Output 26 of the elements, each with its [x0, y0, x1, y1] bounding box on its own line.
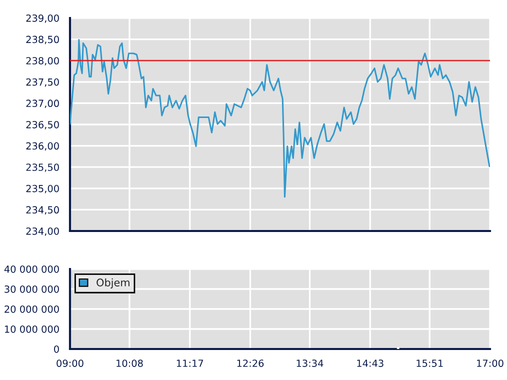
y-tick-label: 237,00	[26, 100, 59, 108]
x-tick-label: 09:00	[56, 360, 84, 367]
y-tick-label: 234,00	[26, 227, 59, 236]
x-tick-label: 10:08	[116, 360, 143, 367]
y-tick-label: 40 000 000	[4, 265, 59, 273]
x-tick-label: 13:34	[296, 360, 324, 367]
y-tick-label: 20 000 000	[4, 305, 59, 313]
x-tick-label: 17:00	[477, 360, 504, 367]
legend-label: Objem	[96, 278, 130, 288]
y-tick-label: 10 000 000	[4, 325, 59, 333]
x-tick-label: 11:17	[176, 360, 204, 367]
line-series	[70, 38, 490, 198]
y-tick-label: 238,00	[26, 57, 59, 66]
y-tick-label: 236,50	[26, 120, 59, 130]
x-tick-label: 15:51	[416, 360, 443, 367]
x-tick-label: 12:26	[237, 360, 264, 367]
y-tick-label: 235,00	[26, 184, 59, 194]
y-tick-label: 30 000 000	[4, 285, 59, 293]
y-tick-label: 238,50	[26, 36, 59, 44]
y-tick-label: 236,00	[26, 142, 59, 151]
y-tick-label: 0	[54, 345, 59, 353]
y-tick-label: 239,00	[26, 14, 59, 23]
x-tick-label: 14:43	[357, 360, 384, 367]
y-tick-label: 234,50	[26, 206, 59, 215]
y-tick-label: 235,50	[26, 164, 59, 172]
y-tick-label: 237,50	[26, 78, 59, 87]
